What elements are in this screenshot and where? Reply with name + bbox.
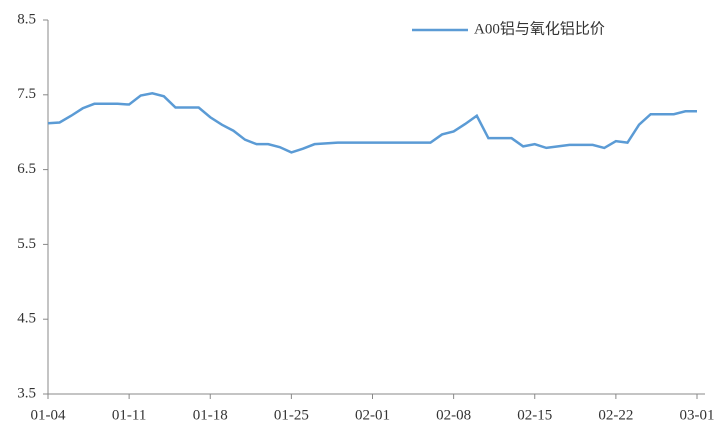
y-tick-label: 7.5 bbox=[17, 86, 36, 102]
x-tick-label: 02-08 bbox=[436, 407, 471, 423]
x-tick-label: 01-11 bbox=[112, 407, 146, 423]
line-series bbox=[47, 92, 697, 154]
x-tick-label: 01-25 bbox=[274, 407, 309, 423]
x-tick-label: 02-22 bbox=[598, 407, 633, 423]
y-tick-label: 8.5 bbox=[17, 11, 36, 27]
y-tick-label: 4.5 bbox=[17, 311, 36, 327]
y-tick-label: 5.5 bbox=[17, 236, 36, 252]
legend-label: A00铝与氧化铝比价 bbox=[474, 20, 605, 37]
x-tick-label: 01-18 bbox=[193, 407, 228, 423]
x-tick-label: 02-01 bbox=[355, 407, 390, 423]
x-tick-label: 03-01 bbox=[680, 407, 715, 423]
y-tick-label: 3.5 bbox=[17, 385, 36, 401]
x-tick-label: 02-15 bbox=[517, 407, 552, 423]
y-tick-label: 6.5 bbox=[17, 161, 36, 177]
x-tick-label: 01-04 bbox=[31, 407, 66, 423]
